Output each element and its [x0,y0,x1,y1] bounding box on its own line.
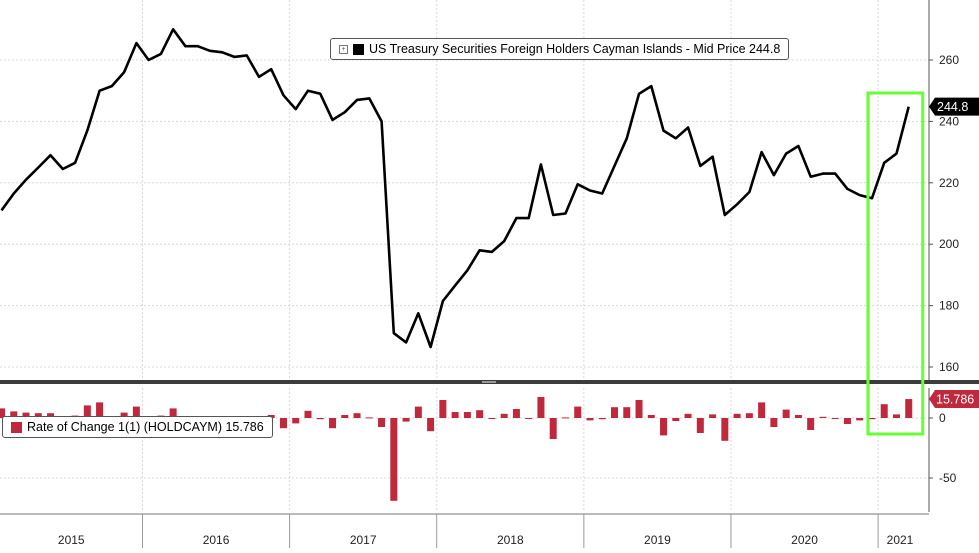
roc-bar-35 [427,418,434,431]
panel-separator-grip [482,381,496,383]
roc-bar-31 [378,418,385,427]
roc-bar-73 [893,414,900,418]
roc-bar-30 [366,417,373,418]
roc-bar-25 [305,411,312,418]
roc-bar-46 [562,417,569,418]
roc-bar-59 [721,418,728,441]
x-year-label-2019: 2019 [644,533,671,547]
roc-last-value-label: 15.786 [936,393,974,407]
roc-bar-24 [292,418,299,423]
roc-bar-54 [660,418,667,435]
roc-bar-29 [354,413,361,418]
roc-bar-56 [685,414,692,418]
roc-bar-60 [734,414,741,418]
roc-bar-38 [464,412,471,418]
roc-bar-37 [452,412,459,418]
roc-bar-50 [611,407,618,418]
roc-bar-61 [746,413,753,418]
price-ytick-label-260: 260 [939,53,959,67]
roc-bar-57 [697,418,704,433]
roc-bar-66 [807,418,814,430]
roc-bar-49 [599,418,606,419]
roc-bar-42 [513,409,520,418]
line-layer [1,29,908,347]
roc-bar-47 [574,407,581,418]
price-legend-label: US Treasury Securities Foreign Holders C… [369,42,780,56]
roc-bar-40 [488,418,495,419]
roc-bar-58 [709,414,716,418]
roc-bar-53 [648,415,655,418]
price-legend-swatch [353,44,364,55]
roc-bar-55 [672,418,679,421]
roc-bar-74 [905,399,912,418]
bar-layer [0,397,912,501]
roc-bar-67 [819,417,826,418]
roc-bar-41 [501,414,508,418]
roc-bar-70 [856,418,863,420]
roc-bar-52 [636,400,643,418]
roc-bar-23 [280,418,287,428]
x-year-label-2018: 2018 [497,533,524,547]
legend-expand-icon[interactable]: + [339,45,348,54]
price-last-value-label: 244.8 [937,100,968,114]
roc-bar-27 [329,418,336,428]
price-ytick-label-160: 160 [939,360,959,374]
roc-legend-swatch [11,422,22,433]
x-year-label-2016: 2016 [203,533,230,547]
roc-bar-71 [868,418,875,419]
roc-bar-33 [403,418,410,422]
roc-bar-43 [525,418,532,419]
x-year-label-2020: 2020 [791,533,818,547]
roc-bar-64 [783,410,790,418]
roc-bar-34 [415,407,422,418]
roc-bar-48 [586,418,593,420]
price-series-line [2,29,909,347]
price-ytick-label-200: 200 [939,237,959,251]
roc-bar-68 [832,418,839,419]
roc-bar-28 [341,415,348,418]
x-year-label-2021: 2021 [887,533,914,547]
roc-bar-51 [623,407,630,418]
price-ytick-label-220: 220 [939,176,959,190]
roc-bar-26 [317,418,324,419]
roc-bar-62 [758,402,765,418]
roc-ytick-label-1: -50 [939,471,957,485]
roc-bar-45 [550,418,557,439]
roc-bar-63 [770,418,777,427]
price-ytick-label-240: 240 [939,114,959,128]
price-ytick-label-180: 180 [939,299,959,313]
roc-bar-39 [476,410,483,418]
roc-legend[interactable]: Rate of Change 1(1) (HOLDCAYM) 15.786 [2,416,273,438]
roc-ytick-label-0: 0 [939,411,946,425]
price-legend[interactable]: + US Treasury Securities Foreign Holders… [330,38,789,60]
roc-bar-69 [844,418,851,424]
roc-bar-72 [881,404,888,418]
roc-bar-32 [390,418,397,501]
roc-bar-44 [537,397,544,418]
roc-bar-65 [795,415,802,418]
x-year-label-2015: 2015 [58,533,85,547]
x-year-label-2017: 2017 [350,533,377,547]
roc-bar-36 [439,400,446,418]
roc-legend-label: Rate of Change 1(1) (HOLDCAYM) 15.786 [27,420,264,434]
